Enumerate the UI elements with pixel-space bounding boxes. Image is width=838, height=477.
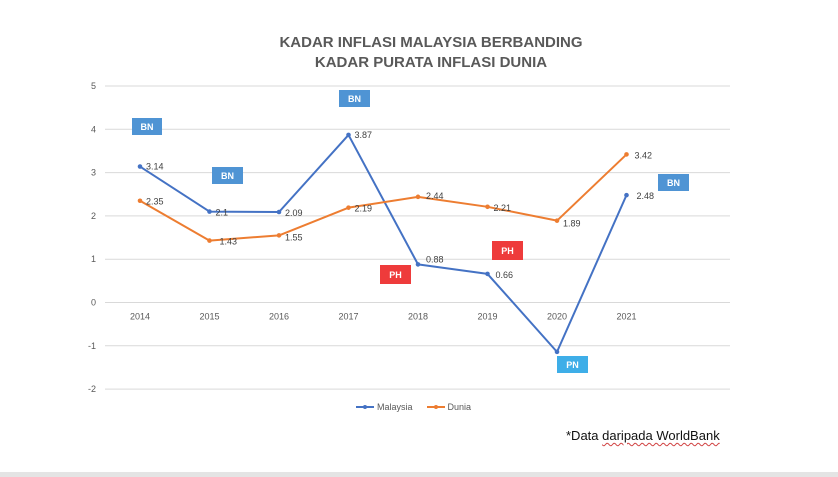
legend-label-dunia: Dunia <box>447 402 472 412</box>
party-badge-bn <box>212 167 243 184</box>
party-badge-label: BN <box>348 94 361 104</box>
data-point-malaysia <box>276 209 282 215</box>
data-point-malaysia <box>485 271 490 277</box>
y-tick-label: 0 <box>91 298 96 308</box>
data-point-dunia <box>415 194 421 200</box>
data-label-dunia: 2.44 <box>426 191 444 201</box>
source-footnote-prefix: *Data <box>566 428 603 443</box>
data-label-malaysia: 3.14 <box>146 162 164 172</box>
x-tick-label: 2014 <box>130 312 150 322</box>
party-badge-label: PH <box>389 270 402 280</box>
y-tick-label: -2 <box>88 384 96 394</box>
data-label-dunia: 2.19 <box>355 204 373 214</box>
data-label-malaysia: 3.87 <box>355 130 373 140</box>
party-badge-bn <box>132 118 162 135</box>
data-label-malaysia: 2.1 <box>216 208 229 218</box>
y-tick-label: 4 <box>91 124 96 134</box>
legend-item-dunia[interactable]: Dunia <box>426 402 472 412</box>
party-badge-pn <box>557 356 588 373</box>
party-badge-label: BN <box>221 171 234 181</box>
legend: Malaysia Dunia <box>356 402 471 412</box>
legend-swatch-dunia <box>426 403 445 411</box>
x-tick-label: 2019 <box>477 312 497 322</box>
data-point-malaysia <box>624 192 629 198</box>
data-point-malaysia <box>346 132 351 138</box>
bottom-rule <box>0 472 838 477</box>
x-tick-label: 2015 <box>199 312 219 322</box>
party-badge-ph <box>380 265 411 284</box>
data-label-dunia: 3.42 <box>635 150 653 160</box>
data-label-dunia: 2.21 <box>494 203 512 213</box>
x-tick-label: 2021 <box>616 312 636 322</box>
source-footnote-source: daripada WorldBank <box>602 428 720 443</box>
data-label-malaysia: 0.88 <box>426 254 444 264</box>
party-badge-label: PN <box>566 360 579 370</box>
data-label-dunia: 1.89 <box>563 219 581 229</box>
data-label-malaysia: 2.09 <box>285 208 303 218</box>
legend-label-malaysia: Malaysia <box>377 402 413 412</box>
x-tick-label: 2017 <box>338 312 358 322</box>
data-label-dunia: 2.35 <box>146 197 164 207</box>
legend-swatch-malaysia <box>356 403 374 411</box>
party-badge-label: PH <box>501 246 514 256</box>
data-point-dunia <box>207 238 212 243</box>
data-point-malaysia <box>137 164 143 169</box>
y-tick-label: 3 <box>91 168 96 178</box>
party-badge-bn <box>339 90 370 107</box>
data-point-malaysia <box>554 349 560 355</box>
chart-title: KADAR INFLASI MALAYSIA BERBANDING <box>279 34 583 51</box>
y-tick-label: 1 <box>91 254 96 264</box>
data-point-dunia <box>554 218 560 223</box>
party-badge-ph <box>492 241 523 260</box>
data-point-malaysia <box>415 262 421 267</box>
data-label-dunia: 1.55 <box>285 232 303 242</box>
chart-subtitle: KADAR PURATA INFLASI DUNIA <box>314 54 548 71</box>
data-point-dunia <box>485 204 490 210</box>
series-line-dunia <box>139 153 628 242</box>
legend-item-malaysia[interactable]: Malaysia <box>356 402 413 412</box>
data-label-malaysia: 2.48 <box>637 191 655 201</box>
data-point-dunia <box>346 205 351 210</box>
data-label-dunia: 1.43 <box>220 237 238 247</box>
y-tick-label: 5 <box>91 81 96 91</box>
x-tick-label: 2016 <box>269 312 289 322</box>
y-tick-label: 2 <box>91 211 96 221</box>
data-point-dunia <box>624 152 629 157</box>
x-tick-label: 2018 <box>408 312 428 322</box>
y-tick-label: -1 <box>88 341 96 351</box>
party-badge-label: BN <box>667 178 680 188</box>
data-point-malaysia <box>207 209 212 214</box>
series-line-malaysia <box>139 133 628 353</box>
data-point-dunia <box>137 198 143 204</box>
x-tick-label: 2020 <box>547 312 567 322</box>
data-label-malaysia: 0.66 <box>496 270 514 280</box>
data-point-dunia <box>276 233 282 238</box>
party-badge-label: BN <box>141 122 154 132</box>
source-footnote: *Data daripada WorldBank <box>566 428 720 443</box>
party-badge-bn <box>658 174 689 191</box>
